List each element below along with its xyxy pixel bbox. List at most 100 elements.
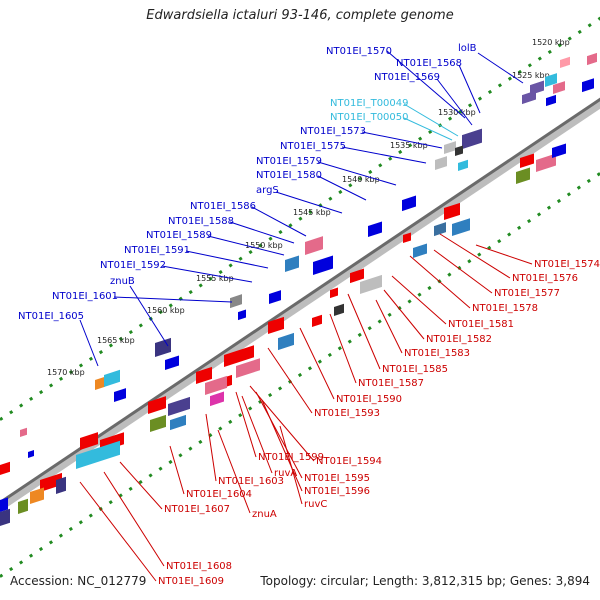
leader-line <box>205 413 217 482</box>
gene-label[interactable]: NT01EI_1591 <box>124 245 190 256</box>
gene-label[interactable]: NT01EI_1596 <box>304 486 370 497</box>
leader-line <box>275 191 343 214</box>
gene-label[interactable]: NT01EI_1580 <box>256 170 322 181</box>
tick-label: 1525 kbp <box>512 71 550 80</box>
gene-feature <box>520 153 534 169</box>
gene-label[interactable]: NT01EI_1604 <box>186 489 252 500</box>
tick-label: 1545 kbp <box>293 208 331 217</box>
gene-label[interactable]: NT01EI_1605 <box>18 311 84 322</box>
gene-feature <box>444 141 456 155</box>
leader-line <box>235 391 257 458</box>
leader-line <box>317 175 367 201</box>
gene-feature <box>553 81 565 95</box>
gene-feature <box>312 314 322 328</box>
gene-feature <box>435 156 447 171</box>
gene-feature <box>95 376 105 391</box>
gene-feature <box>546 94 556 107</box>
leader-line <box>375 299 403 354</box>
gene-label[interactable]: NT01EI_1592 <box>100 260 166 271</box>
leader-line <box>267 347 313 414</box>
gene-feature <box>0 508 10 526</box>
gene-feature <box>587 52 597 66</box>
forward-gene-labels[interactable]: NT01EI_1570 lolB NT01EI_1568 NT01EI_1569 NT0… <box>18 43 524 367</box>
gene-label[interactable]: NT01EI_1593 <box>314 408 380 419</box>
gene-feature <box>560 56 570 69</box>
gene-label[interactable]: NT01EI_1569 <box>374 72 440 83</box>
gene-feature <box>76 440 120 470</box>
gene-label[interactable]: ruvA <box>274 468 297 479</box>
leader-line <box>207 235 285 256</box>
gene-label[interactable]: argS <box>256 185 279 196</box>
gene-feature <box>278 332 294 351</box>
gene-feature <box>403 232 411 244</box>
leader-line <box>329 313 357 384</box>
gene-label[interactable]: NT01EI_1601 <box>52 291 118 302</box>
leader-line <box>255 391 303 479</box>
gene-label[interactable]: NT01EI_1581 <box>448 319 514 330</box>
gene-label[interactable]: NT01EI_1582 <box>426 334 492 345</box>
gene-label[interactable]: NT01EI_1585 <box>382 364 448 375</box>
gene-feature <box>230 294 242 309</box>
gene-feature <box>462 128 482 150</box>
gene-feature <box>330 287 338 299</box>
leader-line <box>347 293 381 370</box>
gene-label[interactable]: znuB <box>110 276 135 287</box>
leader-line <box>241 395 273 474</box>
gene-label[interactable]: NT01EI_T00049 <box>330 98 409 109</box>
map-title: Edwardsiella ictaluri 93-146, complete g… <box>146 8 454 23</box>
tick-label: 1530 kbp <box>438 108 476 117</box>
gene-label[interactable]: NT01EI_1578 <box>472 303 538 314</box>
gene-label[interactable]: NT01EI_1590 <box>336 394 402 405</box>
gene-label[interactable]: NT01EI_1587 <box>358 378 424 389</box>
leader-line <box>249 385 315 462</box>
gene-label[interactable]: NT01EI_1607 <box>164 504 230 515</box>
leader-line <box>279 425 303 505</box>
tick-label: 1560 kbp <box>147 306 185 315</box>
leader-line <box>129 285 169 347</box>
leader-line <box>261 399 303 492</box>
gene-label[interactable]: NT01EI_1589 <box>146 230 212 241</box>
gene-label[interactable]: NT01EI_1595 <box>304 473 370 484</box>
gene-feature <box>20 427 27 438</box>
gene-label[interactable]: NT01EI_1609 <box>158 576 224 587</box>
gene-label[interactable]: NT01EI_1570 <box>326 46 392 57</box>
gene-feature <box>313 255 333 276</box>
gene-feature <box>40 472 62 493</box>
gene-label[interactable]: NT01EI_1583 <box>404 348 470 359</box>
leader-line <box>113 296 233 303</box>
gene-label[interactable]: NT01EI_1603 <box>218 476 284 487</box>
gene-feature <box>269 290 281 304</box>
reverse-gene-labels[interactable]: NT01EI_1574 NT01EI_1576 NT01EI_1577 NT01EI_… <box>79 233 600 587</box>
gene-feature <box>0 497 8 512</box>
accession-text: Accession: NC_012779 <box>10 574 147 588</box>
gene-label[interactable]: NT01EI_1594 <box>316 456 382 467</box>
leader-line <box>361 131 443 149</box>
gene-feature <box>56 476 66 495</box>
leader-line <box>383 289 425 340</box>
gene-label[interactable]: NT01EI_1588 <box>168 216 234 227</box>
gene-label[interactable]: NT01EI_1577 <box>494 288 560 299</box>
gene-label[interactable]: NT01EI_1574 <box>534 259 600 270</box>
gene-label[interactable]: NT01EI_1586 <box>190 201 256 212</box>
gene-label[interactable]: ruvC <box>304 499 327 510</box>
leader-line <box>229 221 295 244</box>
gene-label[interactable]: NT01EI_1579 <box>256 156 322 167</box>
gene-feature <box>148 396 166 415</box>
gene-label[interactable]: NT01EI_1608 <box>166 561 232 572</box>
gene-label[interactable]: NT01EI_1575 <box>280 141 346 152</box>
gene-label[interactable]: NT01EI_1576 <box>512 273 578 284</box>
gene-label[interactable]: NT01EI_1568 <box>396 58 462 69</box>
gene-label[interactable]: NT01EI_1573 <box>300 126 366 137</box>
gene-features <box>0 52 597 526</box>
leader-line <box>391 275 447 325</box>
gene-feature <box>552 143 566 159</box>
leader-line <box>409 255 471 309</box>
gene-label[interactable]: NT01EI_T00050 <box>330 112 409 123</box>
gene-feature <box>522 90 536 105</box>
gene-label[interactable]: lolB <box>458 43 477 54</box>
leader-line <box>403 103 459 137</box>
gene-feature <box>434 222 446 237</box>
gene-label[interactable]: znuA <box>252 509 277 520</box>
gene-feature <box>224 345 254 368</box>
